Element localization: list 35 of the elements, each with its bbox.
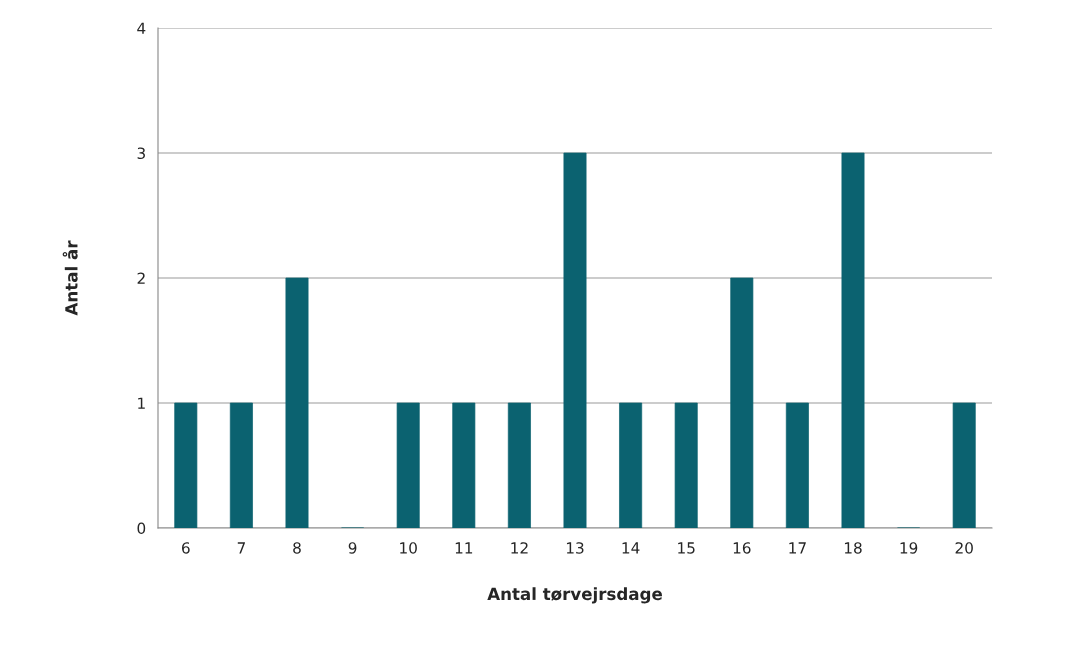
x-axis-title: Antal tørvejrsdage: [487, 587, 662, 604]
bar: [841, 152, 865, 528]
bar: [619, 402, 643, 528]
bar: [674, 402, 698, 528]
bar: [285, 277, 309, 528]
x-tick-label: 18: [844, 542, 862, 554]
x-tick-label: 7: [237, 542, 245, 554]
x-tick-label: 14: [622, 542, 640, 554]
y-tick-label: 1: [138, 397, 145, 409]
bar: [785, 402, 809, 528]
x-tick-label: 8: [293, 542, 301, 554]
y-tick-label: 4: [137, 22, 146, 34]
y-axis-title: Antal år: [62, 240, 78, 316]
y-tick-label: 0: [137, 522, 146, 535]
x-tick-label: 19: [900, 542, 918, 554]
y-tick-label: 2: [137, 272, 145, 284]
bar: [507, 402, 531, 528]
bar: [174, 402, 198, 528]
bar: [452, 402, 476, 528]
bar: [563, 152, 587, 528]
x-tick-label: 15: [678, 542, 695, 554]
x-tick-label: 17: [789, 542, 806, 554]
x-tick-label: 12: [511, 542, 528, 554]
x-tick-label: 10: [400, 542, 417, 554]
bar: [730, 277, 754, 528]
x-tick-label: 11: [455, 542, 473, 554]
y-tick-label: 3: [137, 147, 145, 160]
x-tick-label: 13: [566, 542, 584, 554]
x-tick-label: 16: [733, 542, 751, 554]
x-tick-label: 20: [955, 542, 973, 554]
bar: [229, 402, 253, 528]
x-tick-label: 9: [348, 542, 357, 554]
x-tick-label: 6: [182, 542, 190, 554]
bar: [952, 402, 976, 528]
bar: [396, 402, 420, 528]
